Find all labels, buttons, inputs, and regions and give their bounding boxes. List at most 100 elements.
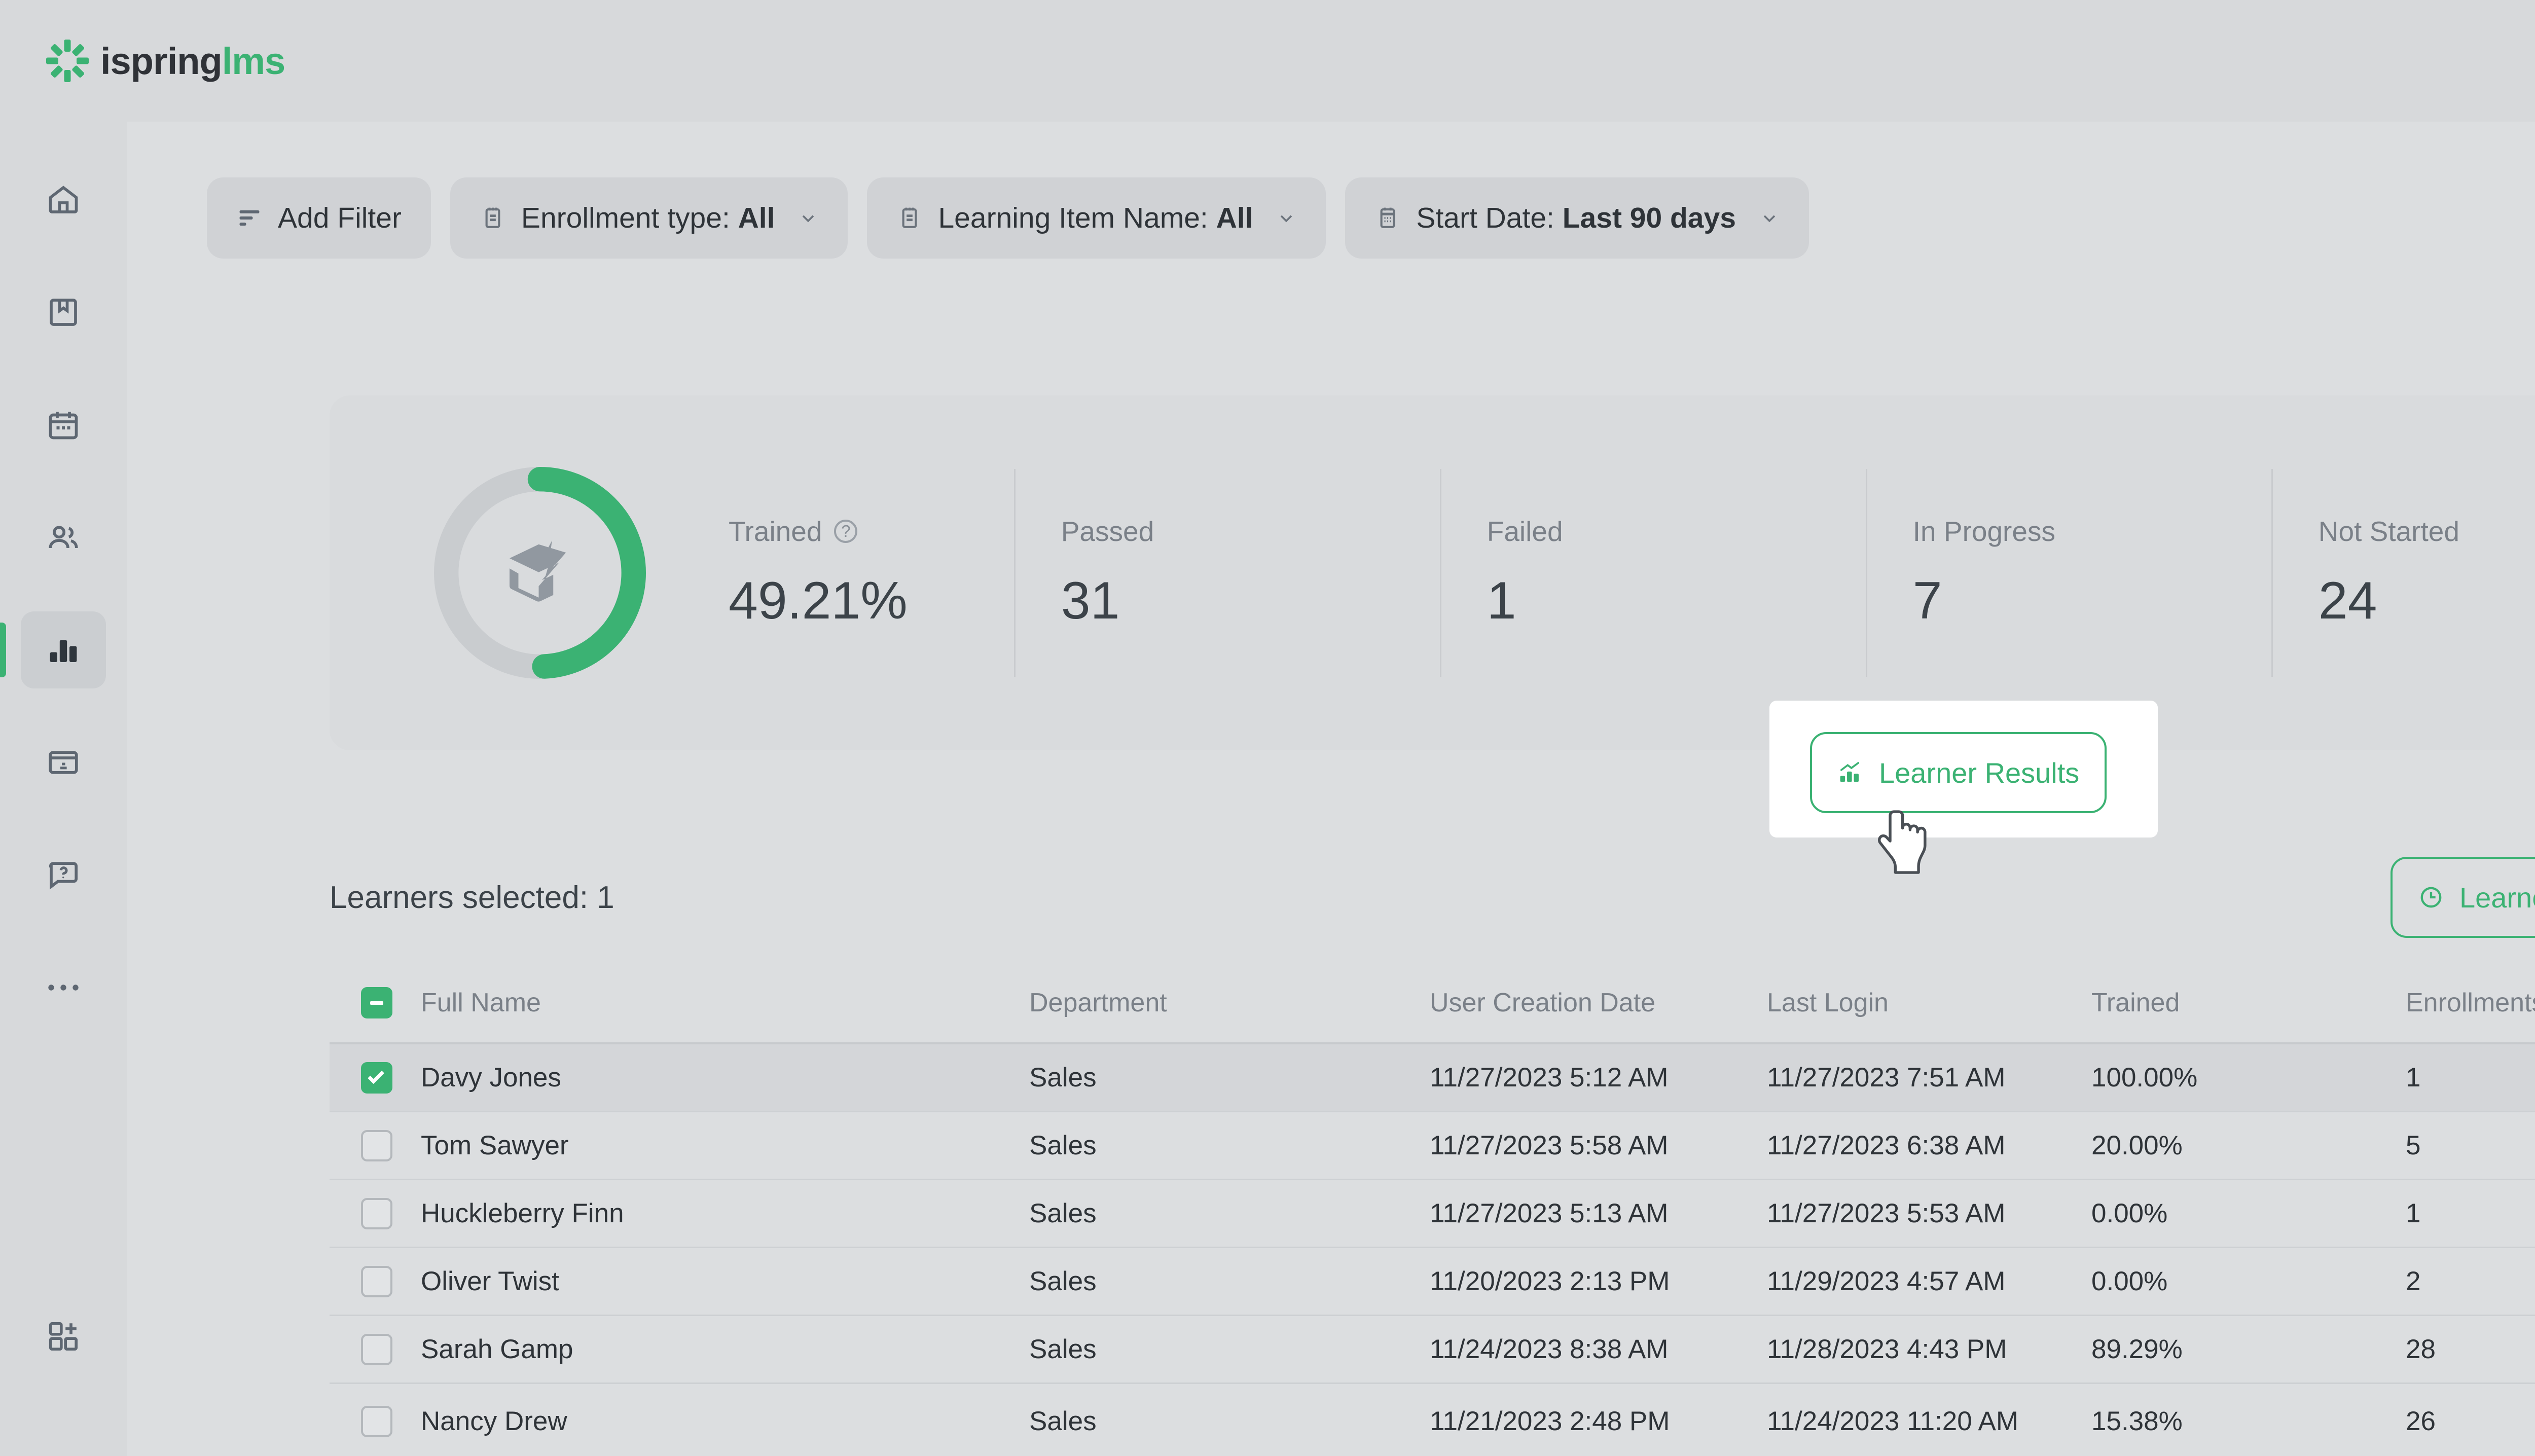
row-checkbox[interactable] xyxy=(361,1062,392,1094)
cell-enrollments: 1 xyxy=(2406,1198,2421,1228)
sidebar-item-calendar[interactable] xyxy=(21,386,106,463)
row-checkbox-cell[interactable] xyxy=(330,1197,421,1229)
stat-trained-value: 49.21% xyxy=(729,571,908,630)
table-row[interactable]: Tom Sawyer Sales 11/27/2023 5:58 AM 11/2… xyxy=(330,1112,2535,1180)
table-row[interactable]: Sarah Gamp Sales 11/24/2023 8:38 AM 11/2… xyxy=(330,1316,2535,1384)
filter-toolbar: Add Filter Enrollment type: All xyxy=(207,172,2535,264)
row-checkbox-cell[interactable] xyxy=(330,1062,421,1094)
sidebar-item-users[interactable] xyxy=(21,499,106,576)
selection-action-row: Learners selected: 1 Learner Results Lea… xyxy=(330,852,2535,943)
cell-department: Sales xyxy=(1029,1131,1097,1160)
stat-in-progress-value: 7 xyxy=(1912,571,1942,630)
cell-full-name: Davy Jones xyxy=(421,1063,561,1093)
row-checkbox[interactable] xyxy=(361,1405,392,1437)
sidebar-item-more[interactable] xyxy=(21,949,106,1026)
cell-user-creation-date: 11/20/2023 2:13 PM xyxy=(1430,1266,1670,1296)
stat-not-started-value: 24 xyxy=(2318,571,2377,630)
column-header-last-login[interactable]: Last Login xyxy=(1767,988,1889,1017)
select-all-checkbox[interactable] xyxy=(361,987,392,1018)
learners-enrollment-history-button[interactable]: Learner's Enrollment History xyxy=(2390,857,2535,938)
cell-full-name: Tom Sawyer xyxy=(421,1131,569,1160)
table-header-row: Full Name Department User Creation Date … xyxy=(330,963,2535,1044)
cell-trained: 20.00% xyxy=(2091,1131,2183,1160)
column-header-full-name[interactable]: Full Name xyxy=(421,988,541,1017)
id-card-icon xyxy=(49,751,78,774)
row-checkbox-cell[interactable] xyxy=(330,1130,421,1161)
stat-trained: Trained ? 49.21% xyxy=(729,515,908,631)
selection-actions: Learner Results Learner's Enrollment His… xyxy=(2075,857,2535,938)
filter-enrollment-type[interactable]: Enrollment type: All xyxy=(450,177,848,259)
table-row[interactable]: Oliver Twist Sales 11/20/2023 2:13 PM 11… xyxy=(330,1248,2535,1316)
learner-results-button-wrapper: Learner Results xyxy=(1810,732,2107,813)
row-checkbox[interactable] xyxy=(361,1130,392,1161)
sidebar-item-content[interactable] xyxy=(21,724,106,801)
chevron-down-icon xyxy=(1281,215,1292,223)
filter-learning-item-name[interactable]: Learning Item Name: All xyxy=(867,177,1326,259)
chevron-down-icon xyxy=(803,215,814,223)
cell-trained: 100.00% xyxy=(2091,1063,2198,1093)
filter-start-date[interactable]: Start Date: Last 90 days xyxy=(1345,177,1809,259)
cell-trained: 0.00% xyxy=(2091,1266,2168,1296)
sidebar xyxy=(0,122,127,1456)
learner-results-button[interactable]: Learner Results xyxy=(1810,732,2107,813)
clipboard-icon xyxy=(902,207,917,228)
add-filter-button[interactable]: Add Filter xyxy=(207,177,431,259)
stat-trained-label: Trained xyxy=(729,515,822,547)
filter-enrollment-type-label: Enrollment type: All xyxy=(521,202,775,234)
row-checkbox[interactable] xyxy=(361,1265,392,1297)
home-icon xyxy=(49,186,78,213)
column-header-user-creation-date[interactable]: User Creation Date xyxy=(1430,988,1656,1017)
cell-enrollments: 1 xyxy=(2406,1063,2421,1093)
cell-full-name: Huckleberry Finn xyxy=(421,1198,624,1228)
cell-last-login: 11/27/2023 6:38 AM xyxy=(1767,1131,2006,1160)
cell-last-login: 11/28/2023 4:43 PM xyxy=(1767,1334,2007,1364)
cell-last-login: 11/29/2023 4:57 AM xyxy=(1767,1266,2006,1296)
cell-department: Sales xyxy=(1029,1266,1097,1296)
learners-table: Full Name Department User Creation Date … xyxy=(330,963,2535,1456)
app-logo[interactable]: ispringlms xyxy=(46,39,285,83)
stat-not-started: Not Started 24 xyxy=(2271,469,2535,677)
cell-department: Sales xyxy=(1029,1198,1097,1228)
row-checkbox[interactable] xyxy=(361,1197,392,1229)
select-all-checkbox-cell[interactable] xyxy=(330,987,421,1018)
ispring-starburst-icon xyxy=(46,39,89,83)
question-mark-icon[interactable]: ? xyxy=(834,519,858,543)
stat-trained-label-row: Trained ? xyxy=(729,515,908,548)
table-row[interactable]: Huckleberry Finn Sales 11/27/2023 5:13 A… xyxy=(330,1180,2535,1248)
apps-grid-plus-icon xyxy=(49,1322,78,1351)
column-header-enrollments[interactable]: Enrollments xyxy=(2406,988,2535,1017)
row-checkbox-cell[interactable] xyxy=(330,1405,421,1437)
table-row[interactable]: Davy Jones Sales 11/27/2023 5:12 AM 11/2… xyxy=(330,1044,2535,1112)
stat-passed-label: Passed xyxy=(1061,515,1154,547)
filter-start-date-label: Start Date: Last 90 days xyxy=(1416,202,1736,234)
users-icon xyxy=(49,526,78,549)
table-row[interactable]: Nancy Drew Sales 11/21/2023 2:48 PM 11/2… xyxy=(330,1384,2535,1456)
sidebar-item-home[interactable] xyxy=(21,161,106,238)
stat-failed: Failed 1 xyxy=(1439,469,1866,677)
learners-selected-label: Learners selected: 1 xyxy=(330,880,614,915)
more-dots-icon xyxy=(48,985,79,991)
cell-full-name: Sarah Gamp xyxy=(421,1334,573,1364)
cell-enrollments: 28 xyxy=(2406,1334,2436,1364)
sidebar-item-support[interactable] xyxy=(21,836,106,914)
cell-user-creation-date: 11/24/2023 8:38 AM xyxy=(1430,1334,1669,1364)
sidebar-item-reports[interactable] xyxy=(0,611,106,688)
cell-department: Sales xyxy=(1029,1406,1097,1436)
cell-user-creation-date: 11/27/2023 5:13 AM xyxy=(1430,1198,1669,1228)
sidebar-item-courses[interactable] xyxy=(21,274,106,351)
cell-enrollments: 26 xyxy=(2406,1406,2436,1436)
trained-donut-chart xyxy=(428,461,651,684)
column-header-department[interactable]: Department xyxy=(1029,988,1167,1017)
calendar-icon xyxy=(1381,207,1395,228)
clock-icon xyxy=(2420,887,2442,908)
clipboard-icon xyxy=(485,207,500,228)
sidebar-item-integrations[interactable] xyxy=(21,1298,106,1375)
row-checkbox[interactable] xyxy=(361,1333,392,1365)
stat-in-progress-label: In Progress xyxy=(1912,515,2055,547)
stat-in-progress: In Progress 7 xyxy=(1865,469,2271,677)
column-header-trained[interactable]: Trained xyxy=(2091,988,2180,1017)
row-checkbox-cell[interactable] xyxy=(330,1265,421,1297)
row-checkbox-cell[interactable] xyxy=(330,1333,421,1365)
cell-user-creation-date: 11/21/2023 2:48 PM xyxy=(1430,1406,1670,1436)
